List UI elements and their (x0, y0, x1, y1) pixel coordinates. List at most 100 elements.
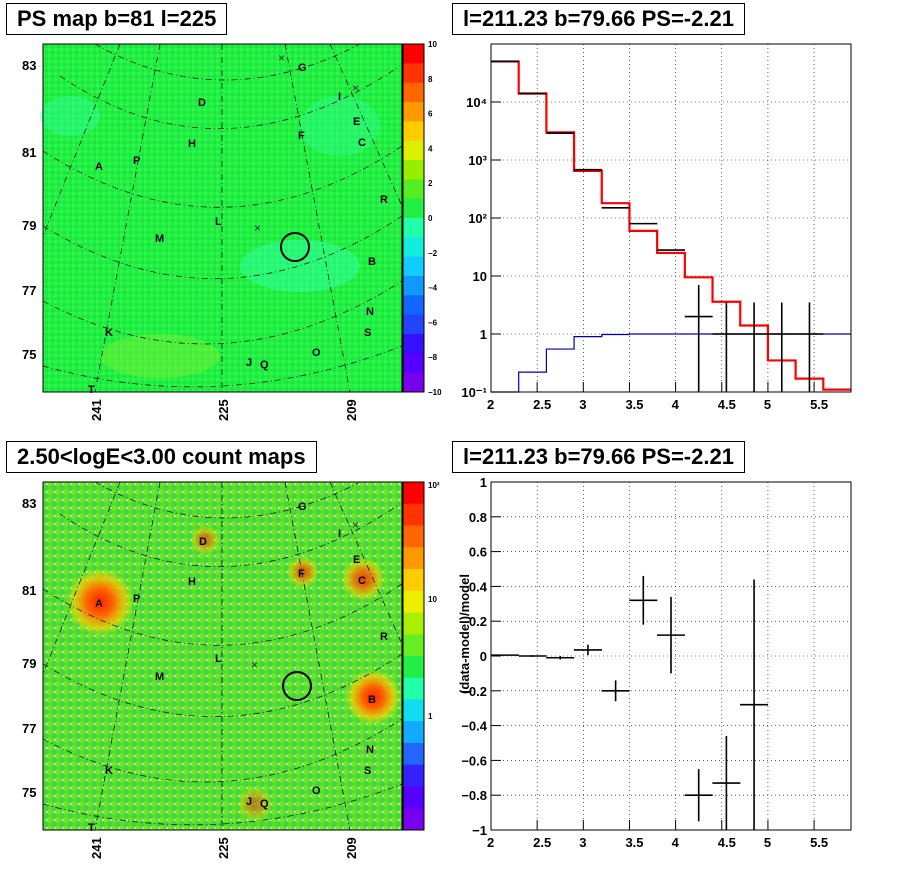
spectrum-title: l=211.23 b=79.66 PS=-2.21 (452, 3, 745, 35)
y-tick-label: 0.2 (469, 614, 487, 629)
y-tick-label: 1 (480, 475, 487, 490)
colorbar-frame (402, 43, 425, 393)
colorbar-band (403, 82, 424, 103)
source-label-r: R (380, 631, 388, 643)
x-tick-241: 241 (89, 837, 104, 859)
source-label-h: H (188, 138, 196, 150)
colorbar-tick-label: −2 (428, 249, 438, 258)
ps-map-source-labels: G I D E F H C P A R L M B N S K O J Q T (88, 62, 388, 396)
x-tick-label: 3 (579, 397, 586, 412)
colorbar-tick-label: 8 (428, 75, 433, 84)
source-label-o: O (312, 785, 321, 797)
ps-map-colorbar: 10 8 6 4 2 0 −2 −4 −6 −8 −10 (402, 40, 442, 397)
count-map-plot-area (43, 482, 402, 830)
x-tick-label: 2.5 (533, 397, 551, 412)
y-tick-label: −1 (472, 823, 487, 838)
y-tick-79: 79 (22, 656, 36, 671)
source-label-c: C (358, 137, 366, 149)
colorbar-tick-label: 0 (428, 214, 433, 223)
colorbar-band (403, 569, 424, 592)
source-label-b: B (368, 694, 376, 706)
source-label-s: S (364, 327, 371, 339)
y-tick-label: 10 (473, 269, 487, 284)
colorbar-band (403, 808, 424, 831)
ps-map-coordinate-grid (42, 43, 403, 393)
count-map-hotspot (66, 568, 134, 636)
colorbar-band (403, 372, 424, 393)
y-tick-label: 10⁻¹ (461, 385, 487, 400)
source-label-e: E (353, 554, 360, 566)
colorbar-band (403, 503, 424, 526)
count-map-roi-circle (282, 671, 312, 701)
x-tick-label: 3.5 (625, 835, 643, 850)
ps-map-x-axis: 241 225 209 (89, 399, 359, 421)
y-tick-83: 83 (22, 58, 36, 73)
y-tick-83: 83 (22, 496, 36, 511)
x-tick-209: 209 (344, 399, 359, 421)
source-label-q: Q (260, 798, 269, 810)
source-label-n: N (366, 306, 374, 318)
colorbar-band (403, 44, 424, 64)
colorbar-band (403, 699, 424, 722)
count-map-hotspot (287, 556, 319, 588)
colorbar-band (403, 353, 424, 374)
source-label-o: O (312, 347, 321, 359)
x-tick-225: 225 (216, 837, 231, 859)
x-tick-label: 5 (764, 835, 771, 850)
colorbar-tick-label: −8 (428, 353, 438, 362)
colorbar-tick-label: 10 (428, 40, 437, 49)
y-tick-label: 10⁴ (466, 95, 487, 110)
ps-map-title: PS map b=81 l=225 (6, 3, 228, 35)
x-tick-label: 4.5 (718, 397, 736, 412)
count-map-coordinate-grid (42, 481, 403, 831)
count-map-panel: × × G I D E F H C P A R L M B N S K O J … (22, 481, 440, 859)
source-label-n: N (366, 744, 374, 756)
source-label-h: H (188, 576, 196, 588)
colorbar-band (403, 160, 424, 180)
x-tick-225: 225 (216, 399, 231, 421)
colorbar-tick-label: −10 (428, 388, 442, 397)
colorbar-tick-label: −6 (428, 318, 438, 327)
count-map-hotspot (237, 786, 273, 822)
source-label-k: K (105, 327, 113, 339)
y-tick-81: 81 (22, 583, 36, 598)
x-tick-label: 5 (764, 397, 771, 412)
count-map-hotspot (190, 525, 220, 555)
y-tick-75: 75 (22, 347, 36, 362)
x-tick-label: 5.5 (810, 397, 828, 412)
colorbar-band (403, 237, 424, 258)
ps-map-positive-patch (100, 334, 220, 378)
colorbar-band (403, 276, 424, 296)
colorbar-band (403, 721, 424, 744)
source-label-p: P (133, 593, 140, 605)
colorbar-band (403, 218, 424, 238)
source-label-l: L (215, 653, 222, 665)
count-map-colorbar: 10² 10 1 (402, 481, 440, 831)
colorbar-tick-label: 10 (428, 595, 437, 604)
y-tick-79: 79 (22, 218, 36, 233)
ps-map-cross-marker: × (278, 51, 285, 65)
ps-map-negative-patch (300, 96, 380, 156)
colorbar-band (403, 547, 424, 570)
residual-panel: 2 2.5 3 3.5 4 4.5 5 5.5 1 0.8 0.6 0.4 0.2 0 −0.2 −0.4 −0… (457, 475, 852, 850)
source-label-k: K (105, 765, 113, 777)
colorbar-tick-label: 2 (428, 179, 433, 188)
y-tick-label: −0.4 (461, 719, 487, 734)
colorbar-band (403, 612, 424, 635)
source-label-l: L (215, 216, 222, 228)
colorbar-band (403, 334, 424, 354)
colorbar-band (403, 140, 424, 161)
x-tick-label: 2 (487, 835, 494, 850)
colorbar-frame (402, 481, 425, 831)
x-tick-label: 2.5 (533, 835, 551, 850)
colorbar-band (403, 525, 424, 548)
x-tick-label: 5.5 (810, 835, 828, 850)
y-tick-label: 10² (468, 211, 487, 226)
x-tick-label: 3.5 (625, 397, 643, 412)
source-label-i: I (338, 91, 341, 103)
colorbar-band (403, 764, 424, 787)
colorbar-tick-label: −4 (428, 284, 438, 293)
colorbar-band (403, 102, 424, 122)
ps-map-negative-patch (240, 240, 360, 292)
colorbar-band (403, 63, 424, 84)
